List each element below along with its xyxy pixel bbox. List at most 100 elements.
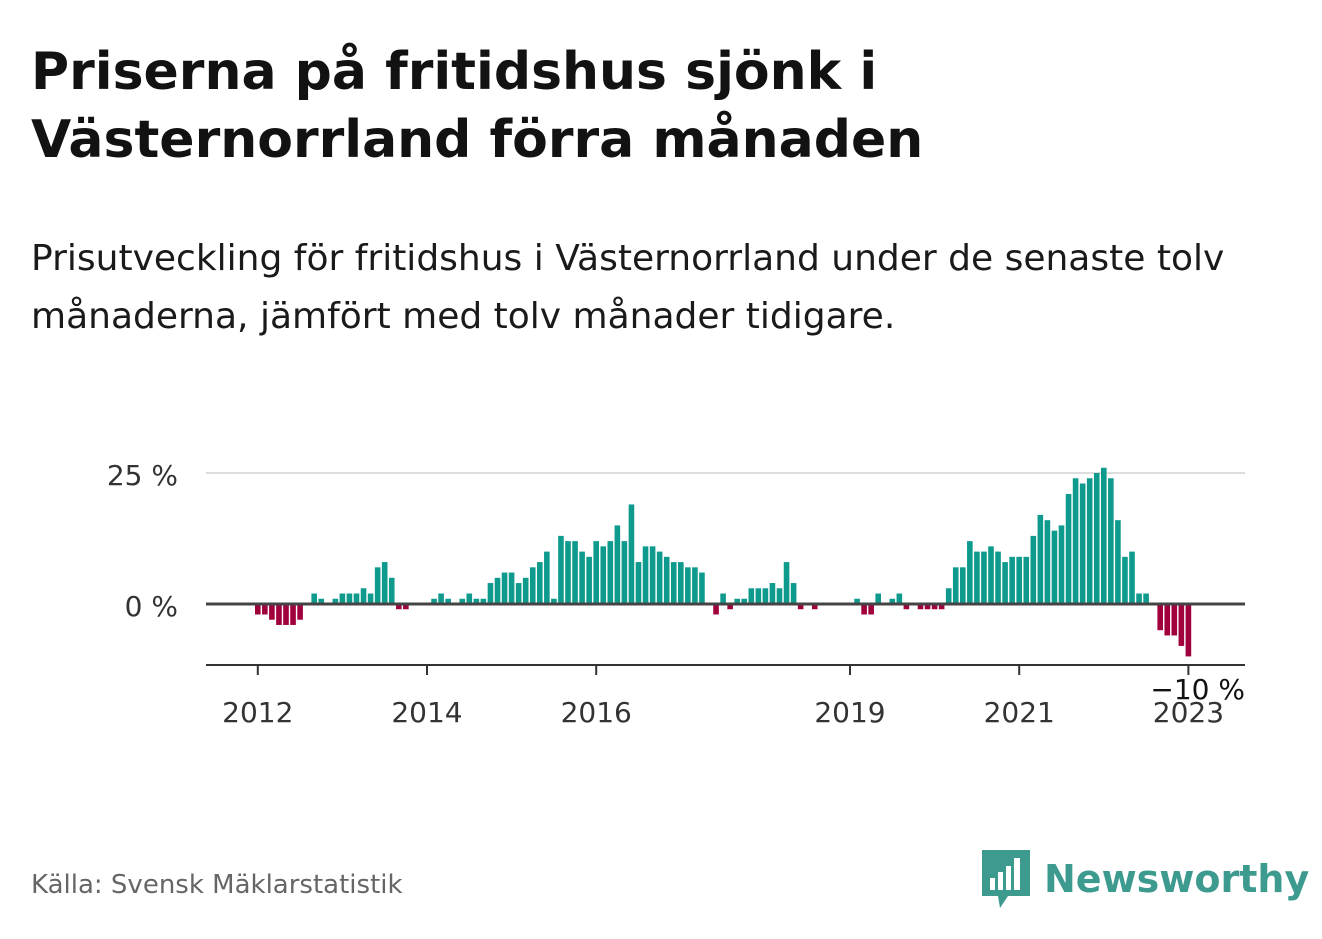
bar [762,588,769,604]
bar [642,546,649,604]
bar [769,583,776,604]
source-note: Källa: Svensk Mäklarstatistik [31,870,403,900]
bar [346,593,353,604]
bar [656,551,663,604]
bar [1129,551,1135,604]
bar [494,577,501,604]
bar [1093,473,1100,604]
bar [1178,604,1185,646]
bar [501,572,508,604]
x-tick-label: 2016 [561,696,632,729]
bar [522,577,529,604]
bar [276,604,282,625]
bar [1164,604,1171,636]
bar [551,598,557,604]
bar [811,604,818,610]
bar [255,604,261,615]
bar [967,541,973,604]
bar [663,556,670,604]
bar [783,562,790,604]
bars-group [255,467,1192,657]
bar [579,551,585,604]
bar [529,567,536,604]
bar [635,562,642,604]
bar [875,593,881,604]
x-tick-label: 2014 [391,696,462,729]
x-tick-label: 2019 [814,696,885,729]
bar [931,604,938,610]
bar [1072,478,1079,604]
bar [748,588,755,604]
bar [1023,556,1030,604]
x-tick-label: 2021 [984,696,1055,729]
bar [889,598,896,604]
bar [854,598,860,604]
bar [607,541,614,604]
bar [381,562,388,604]
chart-title: Priserna på fritidshus sjönk i Västernor… [31,42,924,170]
bar [621,541,628,604]
bar [628,504,635,604]
bar [297,604,303,620]
bar [1157,604,1163,631]
chart-subtitle: Prisutveckling för fritidshus i Västerno… [31,238,1225,337]
bar [988,546,994,604]
bar [1009,556,1015,604]
bar [283,604,289,625]
x-ticks-group: 2012 2014 2016 2019 2021 2023 [222,665,1224,729]
bar [713,604,719,615]
bar [600,546,607,604]
bar [388,577,395,604]
bar [917,604,924,610]
bar [558,535,564,604]
bar [1086,478,1093,604]
bar [466,593,473,604]
bar [396,604,402,610]
bar [1079,483,1086,604]
y-tick-label-25: 25 % [107,459,178,492]
bar [360,588,367,604]
bar [459,598,466,604]
bar [1185,604,1192,657]
bar [1016,556,1022,604]
bar [515,583,522,604]
bar [981,551,987,604]
bar [480,598,487,604]
bar [290,604,296,625]
bar [776,588,783,604]
bar [960,567,966,604]
bar [924,604,931,610]
bar [945,588,952,604]
bar [374,567,381,604]
bar [1037,514,1044,604]
last-value-label: −10 % [1150,673,1245,706]
bar [353,593,360,604]
bar [1065,493,1072,604]
bar [403,604,409,610]
bar [974,551,980,604]
bar [734,598,740,604]
bar [262,604,268,615]
bar [593,541,599,604]
bar [1002,562,1008,604]
bar [445,598,451,604]
bar [537,562,543,604]
bar [1171,604,1178,636]
x-tick-label: 2023 [1153,696,1224,729]
bar [699,572,705,604]
bar [431,598,437,604]
bar [692,567,698,604]
newsworthy-logo: Newsworthy [982,850,1309,908]
bar [952,567,959,604]
bar [868,604,874,615]
bar [797,604,804,610]
bar [685,567,691,604]
bar [1115,520,1121,604]
bar [995,551,1001,604]
bar [1143,593,1149,604]
bar [861,604,867,615]
bar [544,551,550,604]
bar [1030,535,1037,604]
bar [1044,520,1051,604]
bar [332,598,339,604]
